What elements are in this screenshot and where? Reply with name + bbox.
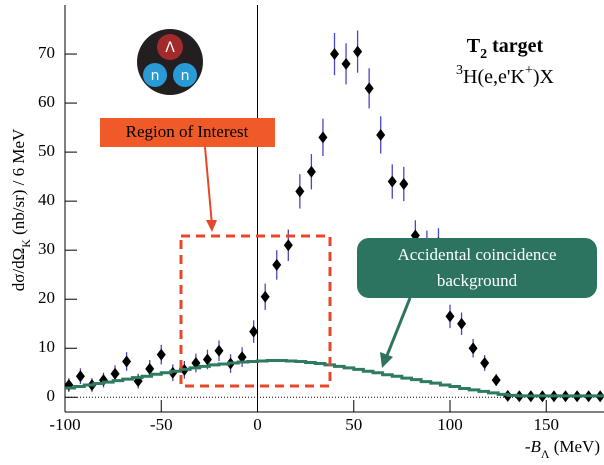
background-label-box [357,238,597,298]
data-point [457,317,467,330]
icon [157,34,183,60]
data-point [260,290,270,303]
data-point [341,57,351,70]
data-point [387,175,397,188]
data-point [272,258,282,271]
y-tick-label: 50 [38,141,55,160]
data-point [468,342,478,355]
x-axis-label: -BΛ (MeV) [525,437,600,461]
arrow [384,297,412,359]
x-tick-label: 150 [534,415,560,434]
y-tick-label: 20 [38,288,55,307]
data-point [75,370,85,383]
data-point [491,374,501,387]
data-point [145,362,155,375]
x-tick-label: 100 [437,415,463,434]
chart-title: T2 target [467,35,544,62]
text-part: )X [533,66,555,88]
x-tick-label: 0 [253,415,262,434]
data-point [399,177,409,190]
background-label: background [437,271,518,290]
y-axis-label: dσ/dΩK (nb/sr) / 6 MeV [9,128,33,291]
data-point [122,355,132,368]
text-part: (nb/sr) / 6 MeV [9,128,28,239]
text-part: 3 [456,63,463,78]
data-point [318,131,328,144]
data-point [237,351,247,364]
region-label-box [100,118,275,147]
text-part: T [467,35,481,57]
background-label: Accidental coincidence [397,245,556,264]
y-tick-label: 0 [47,386,56,405]
background-line [65,359,604,398]
y-tick-label: 10 [38,337,55,356]
x-tick-label: -100 [49,415,80,434]
data-point [330,48,339,61]
icon [143,63,167,87]
text-part: -B [525,437,542,456]
data-point [445,310,455,323]
icon-label: n [181,68,190,84]
data-point [480,356,490,369]
data-point [110,367,120,380]
data-point [249,325,259,338]
y-tick-label: 60 [38,92,55,111]
data-point [156,348,166,361]
text-part: (MeV) [549,437,600,456]
data-point [202,353,212,366]
x-tick-label: -50 [150,415,173,434]
text-part: H(e,e'K [463,66,525,88]
x-tick-label: 50 [345,415,362,434]
chart-subtitle: 3H(e,e'K+)X [456,63,554,88]
data-point [214,344,224,357]
y-tick-label: 40 [38,190,55,209]
data-point [364,82,374,95]
text-part: target [487,35,543,57]
text-part: K [19,239,33,248]
axes: 0 10 20 30 40 50 60 70 -100 -50 0 50 100 150 [38,5,604,434]
data-point [353,45,363,58]
data-point [295,185,305,198]
icon-label: Λ [165,40,175,56]
data-point [191,356,201,369]
data-point [283,239,293,252]
icon [173,63,197,87]
y-tick-label: 70 [38,43,55,62]
data-point [306,165,316,178]
arrow [204,146,213,226]
text-part: dσ/dΩ [9,248,28,292]
arrow-head [380,352,393,368]
arrow-head [206,220,217,232]
region-label: Region of Interest [126,122,249,141]
text-part: + [525,63,533,78]
data-point [376,128,386,141]
icon-label: n [151,68,160,84]
text-part: 2 [480,47,487,62]
text-part: Λ [541,447,550,461]
y-tick-label: 30 [38,239,55,258]
